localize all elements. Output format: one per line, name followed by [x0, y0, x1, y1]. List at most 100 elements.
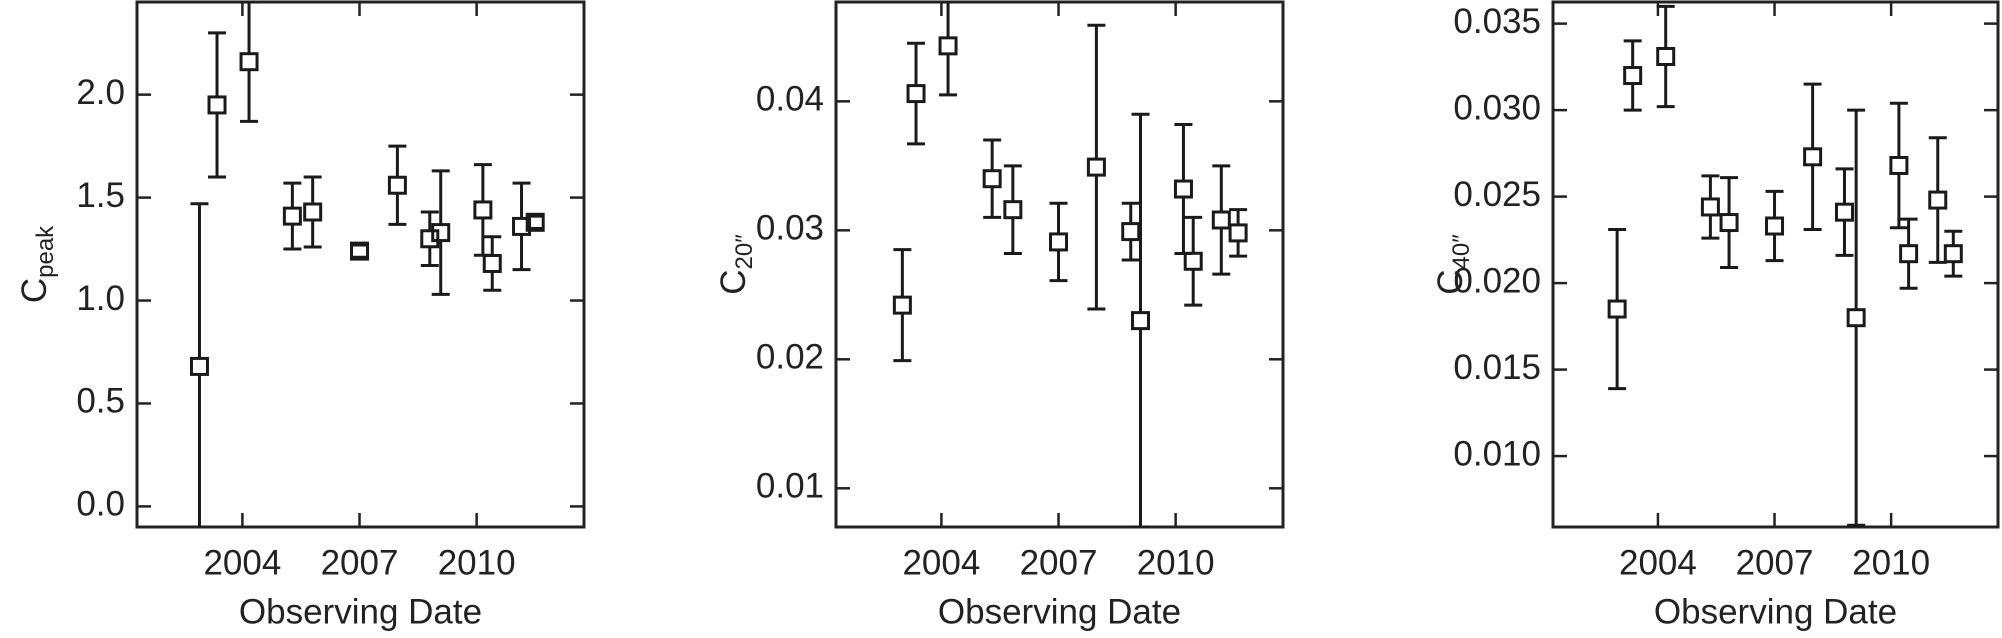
marker: [1928, 190, 1948, 210]
x-tick-label: 2010: [1137, 543, 1215, 582]
y-tick-label: 0.02: [756, 338, 824, 377]
marker: [1719, 213, 1739, 233]
marker: [207, 95, 227, 115]
y-tick-label: 0.035: [1453, 2, 1541, 41]
marker: [1656, 46, 1676, 66]
error-bar: [1212, 164, 1231, 276]
error-bar: [1656, 4, 1675, 109]
marker: [1121, 222, 1141, 242]
x-tick-label: 2007: [321, 543, 399, 582]
y-tick-label: 0.03: [756, 209, 824, 248]
marker: [938, 36, 958, 56]
points: [892, 2, 1248, 527]
marker: [982, 169, 1002, 189]
marker: [350, 241, 370, 261]
error-bar: [1049, 201, 1068, 283]
y-axis-label: Cpeak: [15, 225, 59, 303]
y-tick-label: 0.010: [1453, 434, 1541, 473]
error-bar: [1889, 101, 1908, 230]
plot-frame: [135, 0, 586, 529]
marker: [1003, 200, 1023, 220]
error-bar: [893, 248, 912, 363]
y-tick-label: 1.5: [76, 176, 125, 215]
marker: [1803, 147, 1823, 167]
error-bar: [1087, 23, 1106, 311]
error-bar: [1623, 39, 1642, 112]
y-axis-label-sub: 40″: [1448, 234, 1475, 270]
y-axis-label-sub: 20″: [731, 234, 758, 270]
y-axis-label: C20″: [714, 234, 758, 295]
error-bar: [1003, 164, 1022, 256]
error-bar: [1847, 108, 1866, 527]
error-bar: [1229, 208, 1248, 258]
error-bar: [1174, 123, 1193, 256]
error-bar: [1720, 176, 1739, 270]
error-bar: [1835, 167, 1854, 257]
error-bar: [473, 163, 492, 257]
error-bar: [983, 138, 1002, 219]
marker: [482, 253, 502, 273]
x-tick-label: 2010: [438, 543, 516, 582]
marker: [512, 216, 532, 236]
error-bar: [190, 202, 209, 527]
error-bar: [483, 235, 502, 292]
y-tick-label: 0.030: [1453, 88, 1541, 127]
marker: [303, 202, 323, 222]
marker: [1765, 216, 1785, 236]
marker: [1607, 299, 1627, 319]
marker: [1211, 210, 1231, 230]
marker: [431, 223, 451, 243]
plot-frame: [1551, 0, 2000, 529]
marker: [189, 356, 209, 376]
marker: [1846, 308, 1866, 328]
marker: [282, 206, 302, 226]
error-bar: [1899, 217, 1918, 290]
marker: [473, 200, 493, 220]
marker: [892, 295, 912, 315]
error-bar: [1944, 229, 1963, 278]
marker: [387, 175, 407, 195]
marker: [1131, 311, 1151, 331]
error-bar: [1608, 227, 1627, 391]
marker: [1943, 244, 1963, 264]
y-tick-label: 2.0: [76, 73, 125, 112]
marker: [1173, 179, 1193, 199]
error-bar: [1121, 201, 1140, 262]
y-tick-label: 0.015: [1453, 348, 1541, 387]
x-axis-label: Observing Date: [1654, 592, 1897, 631]
error-bar: [939, 2, 958, 97]
panel: 0.0 0.5 1.0 1.5 2.0 2004 2007 2010 Observing Dat…: [15, 0, 586, 631]
panel: 0.010 0.015 0.020 0.025 0.030 0.035 2004 2007 20…: [1431, 0, 2000, 631]
marker: [525, 212, 545, 232]
error-bar: [240, 2, 259, 123]
x-tick-label: 2007: [1020, 543, 1098, 582]
error-bar: [1131, 112, 1150, 527]
x-axis-label: Observing Date: [239, 592, 482, 631]
y-axis-label-sub: peak: [32, 225, 59, 278]
error-bar: [1928, 136, 1947, 264]
y-tick-label: 0.5: [76, 382, 125, 421]
error-bar: [1803, 82, 1822, 231]
marker: [1228, 223, 1248, 243]
error-bar: [350, 242, 369, 261]
error-bar: [1184, 215, 1203, 307]
marker: [1623, 66, 1643, 86]
error-bar: [388, 144, 407, 226]
plot-frame: [834, 0, 1285, 529]
marker: [1183, 251, 1203, 271]
marker: [420, 229, 440, 249]
points: [1607, 4, 1963, 527]
y-tick-label: 0.020: [1453, 261, 1541, 300]
error-bar: [420, 210, 439, 268]
x-tick-label: 2010: [1852, 543, 1930, 582]
error-bar: [1765, 189, 1784, 263]
x-tick-label: 2004: [1619, 543, 1697, 582]
y-tick-label: 0.025: [1453, 175, 1541, 214]
marker: [1899, 244, 1919, 264]
marker: [239, 52, 259, 72]
marker: [1049, 232, 1069, 252]
y-tick-label: 0.0: [76, 485, 125, 524]
y-axis-label: C40″: [1431, 234, 1475, 295]
x-tick-label: 2004: [203, 543, 281, 582]
